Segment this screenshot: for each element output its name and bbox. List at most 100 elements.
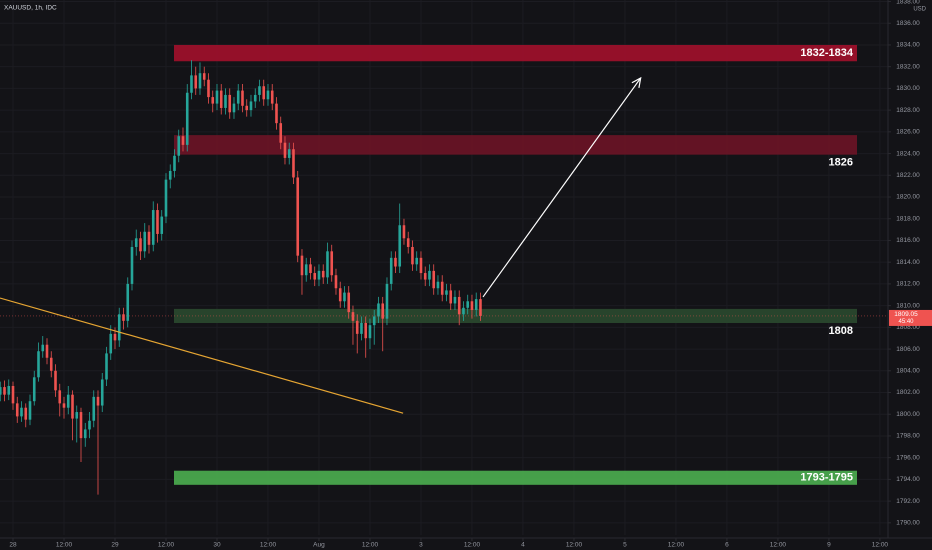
candle-body [449,290,453,304]
candle-body [117,314,121,341]
candle-body [330,251,334,276]
candle-body [160,216,164,234]
zone-label: 1826 [829,157,853,169]
candle-body [385,283,389,319]
candle-body [287,149,291,158]
y-tick-label: 1820.00 [896,194,920,201]
x-tick-label: 12:00 [566,542,583,549]
axis-unit: USD [913,7,926,13]
candle-body [300,255,304,276]
zone [174,470,857,485]
zone-label: 1832-1834 [800,47,853,59]
y-tick-label: 1812.00 [896,281,920,288]
candle-body [389,257,393,284]
y-tick-label: 1802.00 [896,389,920,396]
candle-body [347,292,351,313]
candle-body [92,396,96,421]
arrow-line [482,77,642,298]
candle-body [79,412,83,439]
candle-body [173,155,176,171]
x-tick-label: 6 [725,542,729,549]
candle-body [304,264,308,276]
candle-body [83,429,87,439]
candle-body [75,412,79,419]
candle-body [457,296,461,315]
candle-body [71,394,74,419]
candle-body [202,73,206,80]
drawings [0,76,888,414]
candle-body [292,149,295,178]
candle-body [428,270,431,280]
candle-body [151,210,155,245]
candle-body [0,387,2,395]
candle-body [41,344,45,352]
candle-body [45,344,49,358]
candle-body [432,270,436,289]
candle-body [253,94,257,102]
candle-body [24,407,28,420]
candle-body [100,379,104,406]
y-tick-label: 1800.00 [896,411,920,418]
candle-body [113,333,117,341]
y-tick-label: 1824.00 [896,150,920,157]
zone [174,135,857,155]
x-tick-label: 3 [419,542,423,549]
candle-body [258,86,261,95]
candle-body [394,257,397,267]
candle-body [207,79,210,98]
candle-body [32,377,36,402]
candle-body [134,238,138,247]
candle-body [58,390,62,404]
candle-body [360,322,363,334]
candle-body [147,231,151,245]
candle-body [37,351,40,378]
candle-body [415,257,419,265]
y-tick-label: 1794.00 [896,476,920,483]
candle-body [462,307,465,315]
candle-body [436,281,440,289]
candle-body [313,273,317,280]
y-tick-label: 1798.00 [896,433,920,440]
last-price-label: 1809.05 [894,311,918,318]
candle-body [453,296,457,304]
candle-body [440,281,444,295]
axes: 1790.00 1792.00 1794.00 1796.00 1798.00 1800.… [9,0,932,549]
candle-body [96,396,100,406]
y-tick-label: 1792.00 [896,498,920,505]
y-tick-label: 1818.00 [896,215,920,222]
candle-body [168,170,172,180]
y-tick-label: 1814.00 [896,259,920,266]
x-tick-label: 9 [827,542,831,549]
y-tick-label: 1830.00 [896,85,920,92]
candle-body [211,97,215,104]
x-tick-label: 5 [623,542,627,549]
zone [174,44,857,62]
candle-body [406,238,410,247]
candle-body [334,275,338,289]
candle-body [355,320,359,334]
chart-title: XAUUSD, 1h, IDC [4,5,57,12]
candle-body [156,210,159,234]
candle-body [351,312,355,321]
candle-body [275,103,278,124]
candle-body [419,257,423,274]
x-tick-label: 12:00 [158,542,175,549]
candle-body [381,303,385,319]
y-tick-label: 1804.00 [896,368,920,375]
candle-body [224,94,227,108]
x-tick-label: 12:00 [362,542,379,549]
candle-body [309,264,312,274]
candle-body [88,420,91,430]
candle-body [470,301,474,310]
x-tick-label: 12:00 [668,542,685,549]
x-tick-label: Aug [313,542,325,549]
candle-body [185,92,189,145]
candle-body [317,270,321,280]
candle-body [126,283,130,321]
x-tick-label: 12:00 [464,542,481,549]
arrow-head [631,76,642,88]
candle-body [249,101,253,111]
candle-body [181,136,185,145]
candle-body [28,401,32,420]
candle-body [321,270,325,278]
